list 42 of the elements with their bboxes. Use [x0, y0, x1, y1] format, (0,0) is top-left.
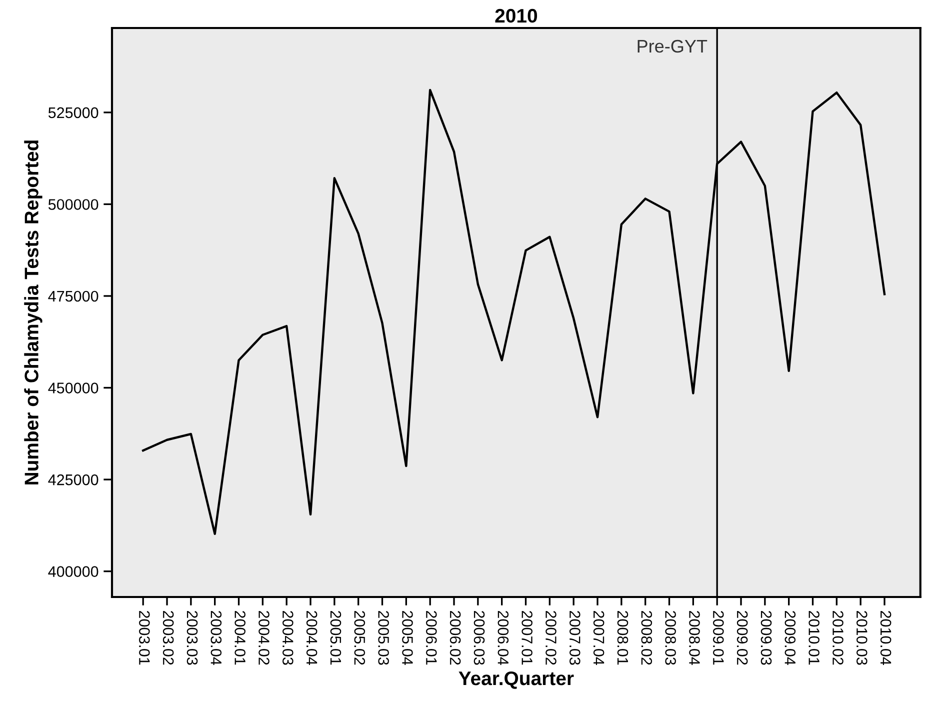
x-tick-label: 2004.03	[282, 610, 294, 665]
x-tick-label: 2008.01	[617, 610, 628, 665]
x-tick-label: 2005.04	[402, 610, 413, 665]
x-tick-label: 2003.02	[162, 610, 174, 665]
x-tick-label: 2007.02	[546, 610, 556, 665]
y-tick-label: 400000	[48, 566, 98, 577]
x-tick-label: 2009.02	[736, 610, 748, 665]
x-tick-label: 2010.03	[856, 610, 868, 665]
x-tick-label: 2010.04	[880, 610, 892, 665]
chart-title: 2010	[495, 8, 538, 23]
x-tick-label: 2009.01	[712, 610, 724, 665]
x-tick-label: 2009.04	[784, 610, 796, 665]
y-tick-label: 500000	[48, 199, 98, 210]
x-tick-label: 2003.03	[186, 610, 198, 665]
x-tick-label: 2004.02	[258, 610, 270, 665]
y-tick-label: 475000	[48, 290, 98, 302]
x-tick-label: 2005.03	[378, 610, 389, 665]
x-tick-label: 2003.04	[210, 610, 222, 665]
x-tick-label: 2007.01	[522, 610, 532, 665]
x-tick-label: 2006.01	[426, 610, 437, 665]
x-tick-label: 2005.02	[354, 610, 366, 665]
x-tick-label: 2010.02	[832, 610, 844, 665]
y-tick-label: 525000	[48, 107, 98, 118]
x-tick-label: 2007.03	[569, 610, 580, 665]
y-tick-label: 425000	[48, 474, 98, 486]
x-tick-label: 2008.03	[665, 610, 676, 665]
x-tick-label: 2005.01	[330, 610, 342, 665]
x-tick-label: 2009.03	[760, 610, 772, 665]
x-tick-label: 2010.01	[808, 610, 820, 665]
x-tick-label: 2008.04	[689, 610, 700, 665]
x-tick-label: 2006.03	[474, 610, 485, 665]
x-tick-label: 2004.04	[306, 610, 318, 665]
x-tick-label: 2004.01	[234, 610, 246, 665]
y-axis-title: Number of Chlamydia Tests Reported	[24, 140, 42, 484]
ref-line-label: Pre-GYT	[638, 40, 708, 53]
x-axis-title: Year.Quarter	[458, 671, 574, 689]
x-tick-label: 2003.01	[138, 610, 150, 665]
y-tick-label: 450000	[48, 382, 98, 394]
x-tick-label: 2006.02	[450, 610, 461, 665]
x-tick-label: 2008.02	[641, 610, 652, 665]
x-tick-label: 2007.04	[593, 610, 604, 665]
x-tick-label: 2006.04	[498, 610, 509, 665]
